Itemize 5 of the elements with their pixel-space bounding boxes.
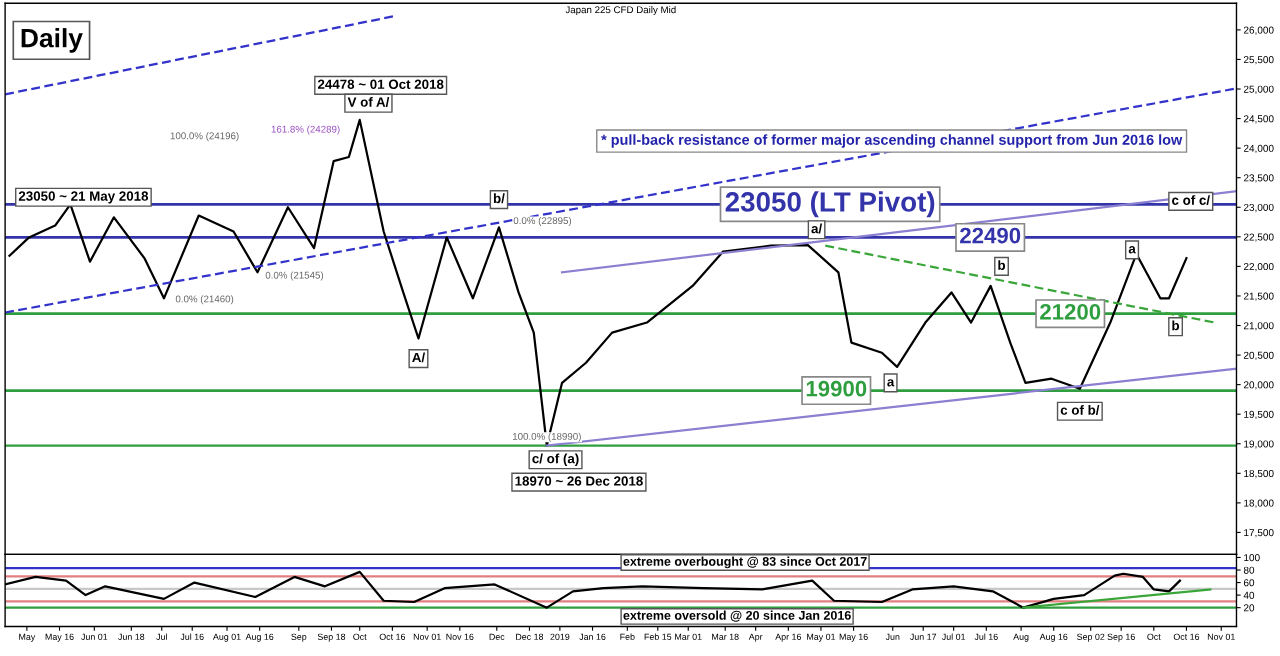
ref-line-label: 22490 — [960, 227, 1021, 244]
ref-line-label: 21200 — [1040, 303, 1101, 320]
ref-line-label: 23050 (LT Pivot) — [725, 191, 935, 218]
ref-line-label: 19900 — [806, 380, 867, 397]
text: Daily — [21, 28, 83, 53]
